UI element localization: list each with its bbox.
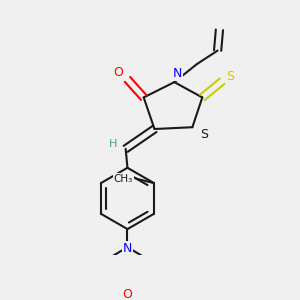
Text: H: H — [109, 139, 117, 149]
Text: O: O — [122, 287, 132, 300]
Text: CH₃: CH₃ — [114, 174, 133, 184]
Text: N: N — [172, 67, 182, 80]
Text: N: N — [123, 242, 132, 255]
Text: O: O — [113, 66, 123, 79]
Text: S: S — [200, 128, 208, 141]
Text: S: S — [226, 70, 234, 83]
